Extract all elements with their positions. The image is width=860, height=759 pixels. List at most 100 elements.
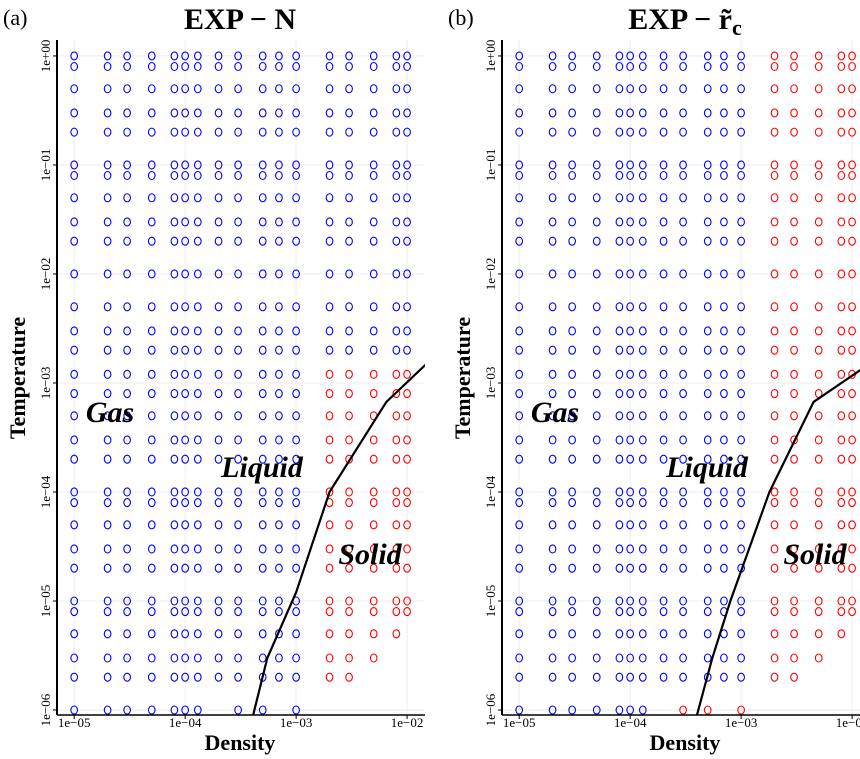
- annotation: Solid: [783, 538, 847, 571]
- point: [170, 705, 179, 715]
- point: [703, 193, 712, 203]
- point: [170, 563, 179, 573]
- point: [568, 388, 576, 399]
- point: [720, 170, 728, 181]
- point: [170, 84, 179, 94]
- point: [258, 487, 267, 497]
- point: [592, 629, 601, 639]
- point: [214, 170, 223, 181]
- point: [592, 345, 601, 355]
- point: [848, 520, 856, 530]
- point: [679, 108, 687, 118]
- point: [626, 84, 635, 94]
- point: [369, 127, 378, 137]
- point: [403, 160, 411, 170]
- point: [275, 61, 283, 72]
- y-tick-label: 1e−03: [483, 367, 498, 400]
- point: [790, 127, 798, 137]
- point: [369, 61, 378, 72]
- point: [548, 563, 557, 573]
- point: [615, 345, 624, 355]
- point: [325, 454, 334, 464]
- point: [615, 51, 624, 61]
- point: [679, 629, 687, 639]
- point: [737, 388, 745, 399]
- point: [720, 454, 728, 464]
- point: [292, 487, 300, 497]
- point: [193, 345, 202, 355]
- point: [369, 326, 378, 336]
- point: [214, 193, 223, 203]
- point: [193, 454, 202, 464]
- point: [258, 160, 267, 170]
- point: [814, 544, 823, 554]
- point: [70, 302, 79, 312]
- point: [638, 217, 647, 227]
- point: [568, 345, 576, 355]
- point: [147, 302, 156, 312]
- point: [515, 563, 524, 573]
- point: [703, 520, 712, 530]
- point: [170, 454, 179, 464]
- point: [170, 653, 179, 663]
- point: [275, 326, 283, 336]
- point: [369, 435, 378, 445]
- point: [181, 108, 190, 118]
- point: [345, 454, 353, 464]
- point: [737, 607, 745, 617]
- point: [170, 520, 179, 530]
- point: [292, 269, 300, 279]
- point: [345, 411, 353, 421]
- point: [515, 411, 524, 421]
- point: [103, 160, 112, 170]
- point: [737, 61, 745, 72]
- point: [659, 596, 668, 606]
- point: [392, 302, 401, 312]
- point: [548, 705, 557, 715]
- point: [659, 51, 668, 61]
- point: [515, 369, 524, 379]
- point: [234, 629, 242, 639]
- point: [737, 435, 745, 445]
- point: [103, 388, 112, 399]
- point: [515, 84, 524, 94]
- point: [814, 563, 823, 573]
- point: [703, 61, 712, 72]
- point: [679, 170, 687, 181]
- point: [234, 705, 242, 715]
- point: [770, 170, 779, 181]
- point: [325, 84, 334, 94]
- point: [103, 607, 112, 617]
- point: [659, 108, 668, 118]
- x-tick-label: 1e−03: [280, 715, 313, 730]
- point: [258, 388, 267, 399]
- point: [848, 236, 856, 246]
- point: [720, 345, 728, 355]
- point: [345, 269, 353, 279]
- point: [70, 388, 79, 399]
- point: [369, 629, 378, 639]
- point: [234, 345, 242, 355]
- point: [737, 653, 745, 663]
- point: [392, 629, 401, 639]
- point: [568, 127, 576, 137]
- point: [181, 369, 190, 379]
- point: [292, 160, 300, 170]
- point: [737, 705, 745, 715]
- point: [258, 84, 267, 94]
- point: [70, 193, 79, 203]
- point: [275, 170, 283, 181]
- point: [123, 454, 131, 464]
- point: [292, 629, 300, 639]
- point: [659, 454, 668, 464]
- point: [592, 653, 601, 663]
- point: [770, 84, 779, 94]
- point: [70, 705, 79, 715]
- point: [515, 388, 524, 399]
- point: [638, 170, 647, 181]
- point: [703, 108, 712, 118]
- point: [790, 84, 798, 94]
- point: [70, 672, 79, 682]
- point: [123, 435, 131, 445]
- point: [392, 269, 401, 279]
